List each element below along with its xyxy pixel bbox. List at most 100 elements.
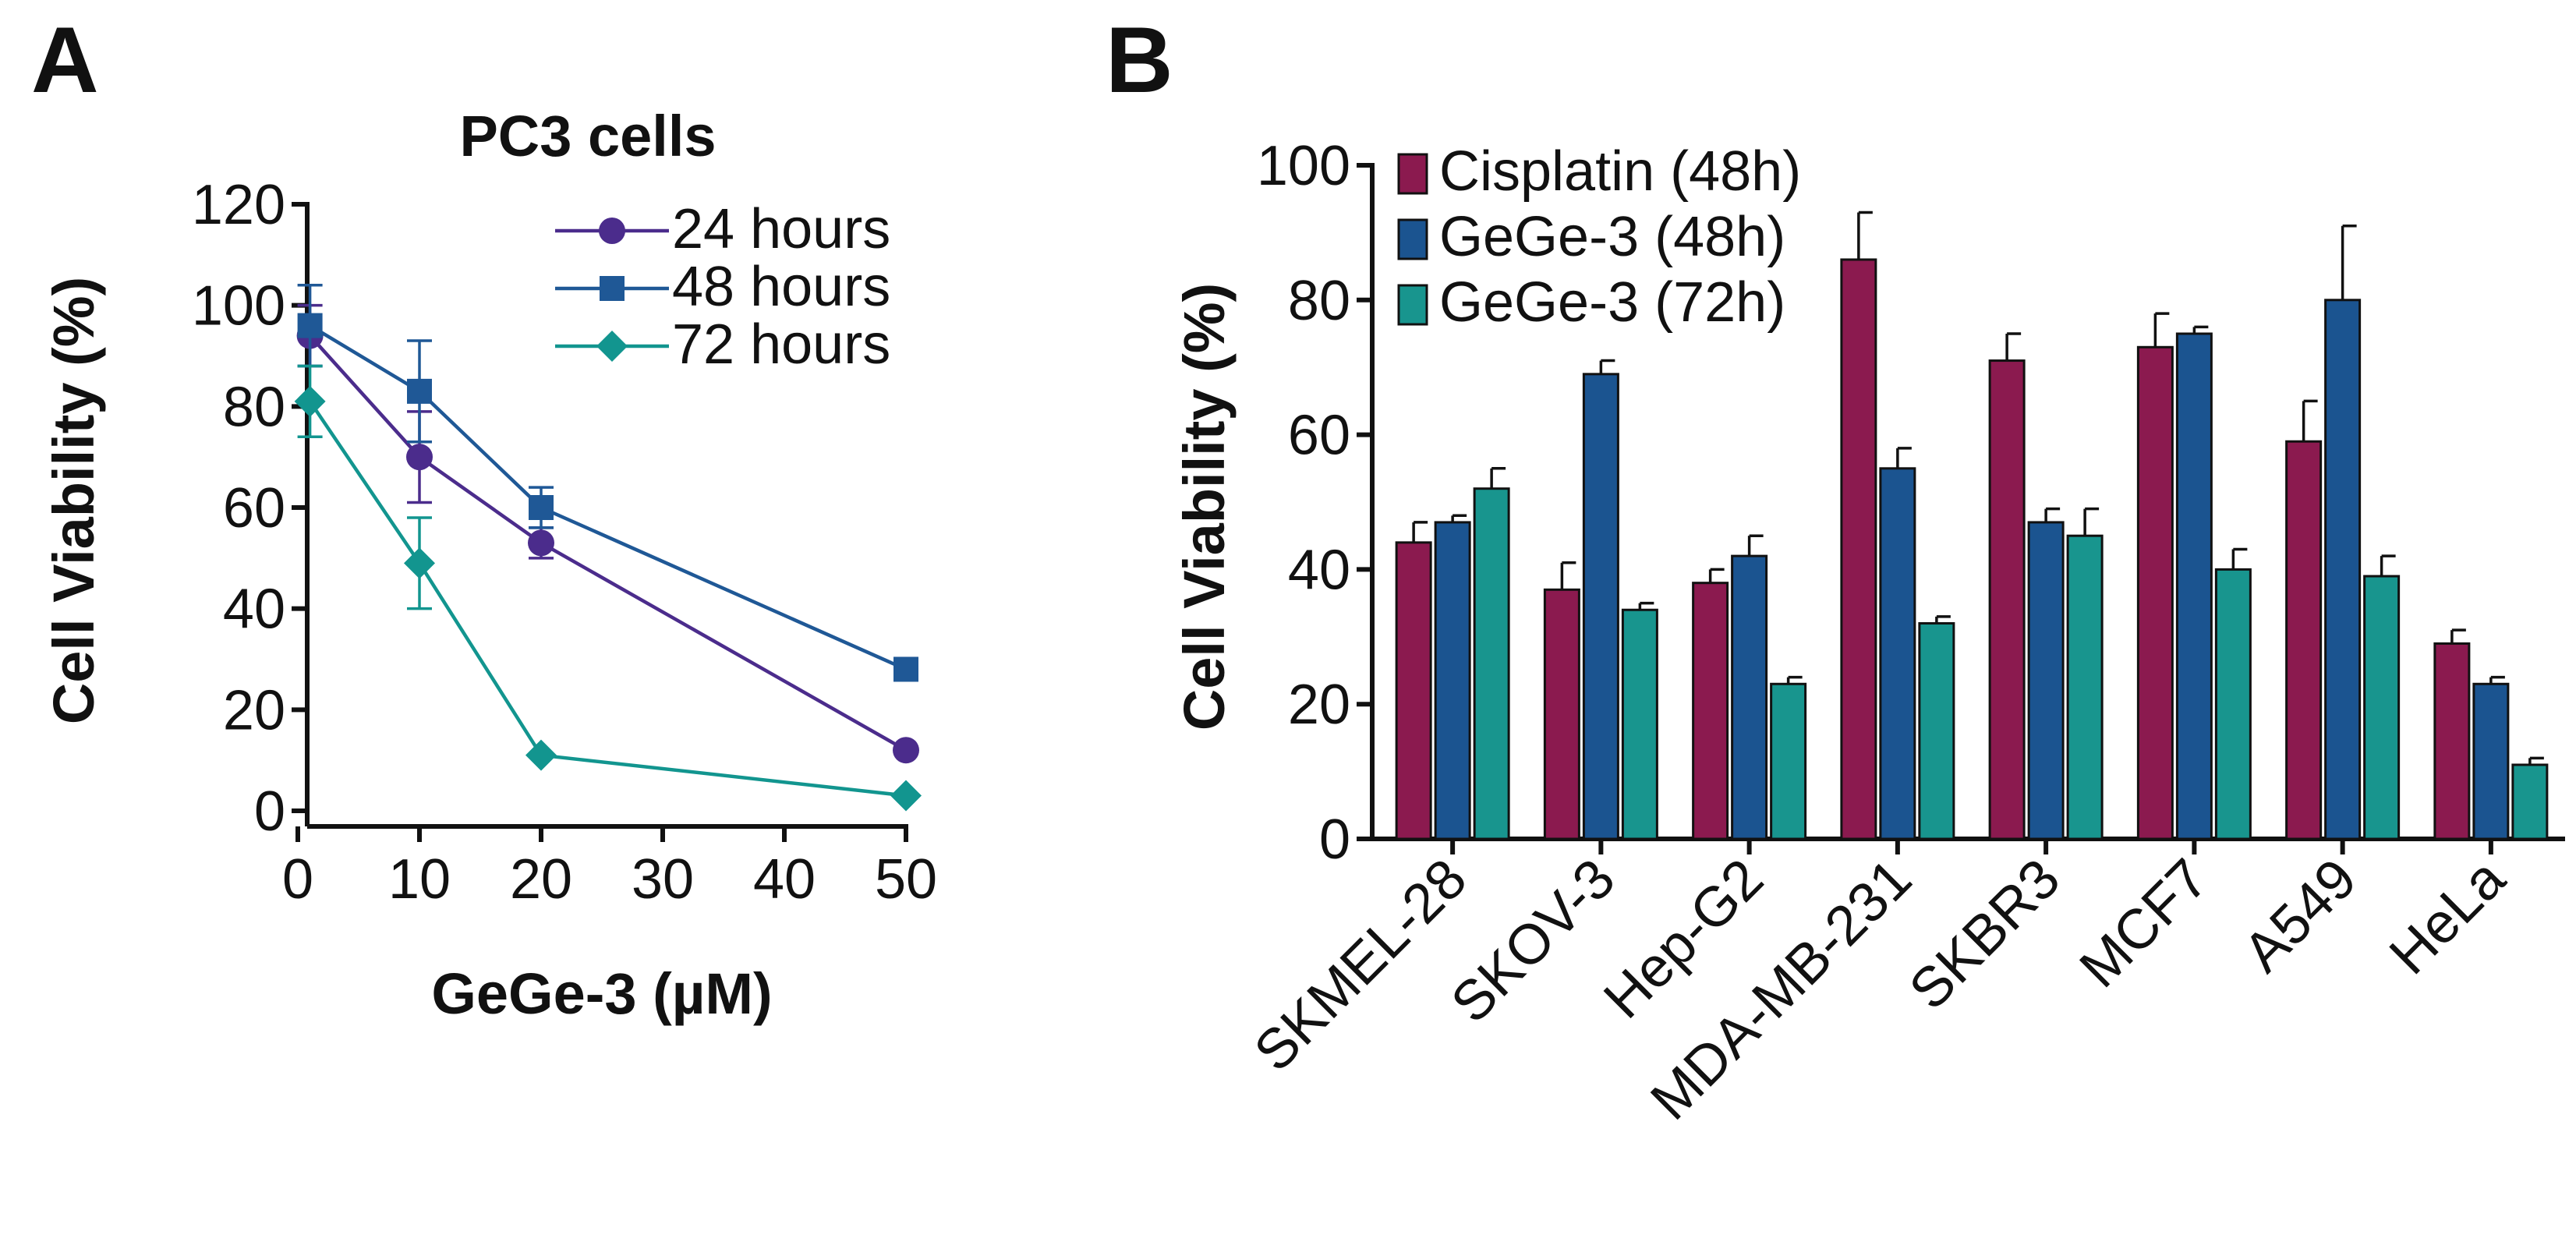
- chart-a-point: [294, 385, 326, 417]
- panel-b: B Cell Viability (%) 0 20 40 60 80 100 SKMEL-2…: [1106, 8, 2565, 1132]
- chart-b-bar: [1731, 554, 1768, 840]
- chart-a-y-tick-label: 0: [254, 780, 285, 843]
- chart-a-point: [404, 547, 435, 579]
- chart-b-legend-label: GeGe-3 (72h): [1439, 271, 1785, 334]
- chart-a-point: [407, 378, 432, 404]
- chart-b-bar: [2175, 332, 2213, 840]
- chart-b-group-6: [2136, 312, 2252, 840]
- chart-b-bar: [2363, 575, 2401, 840]
- panel-a: A PC3 cells Cell Viability (%) GeGe-3 (µ…: [31, 8, 937, 1026]
- chart-b-group-3: [1692, 534, 1807, 840]
- chart-b-legend-label: Cisplatin (48h): [1439, 140, 1801, 203]
- chart-b-y-tick-label: 60: [1288, 405, 1350, 467]
- chart-b-y-tick-label: 100: [1257, 135, 1350, 197]
- chart-b-group-5: [1988, 332, 2104, 840]
- chart-b-bar: [2027, 521, 2065, 840]
- chart-a-x-tick-label: 20: [510, 848, 572, 911]
- chart-a-legend-label: 72 hours: [672, 313, 890, 376]
- chart-a-legend-marker: [596, 331, 628, 362]
- chart-b-bar: [1770, 682, 1807, 840]
- chart-a-x-tick-label: 40: [753, 848, 816, 911]
- chart-b-bar: [2136, 345, 2174, 840]
- chart-b-bar: [1988, 359, 2026, 840]
- chart-b-bar: [1543, 588, 1580, 840]
- chart-a-ylabel: Cell Viability (%): [41, 277, 106, 724]
- chart-a-legend-item-2: 48 hours: [555, 256, 890, 318]
- chart-b-bars: [1395, 211, 2549, 840]
- chart-b-bar: [2066, 534, 2104, 840]
- panel-letter-b: B: [1106, 8, 1173, 112]
- chart-a-point: [893, 737, 919, 764]
- chart-b-x-tick-label: A549: [2231, 847, 2368, 984]
- chart-b-legend-label: GeGe-3 (48h): [1439, 206, 1785, 268]
- chart-b-legend-item-3: GeGe-3 (72h): [1397, 271, 1785, 334]
- chart-a-x-tick-label: 0: [282, 848, 313, 911]
- chart-a-point: [893, 656, 918, 682]
- chart-a-y-tick-label: 120: [192, 174, 285, 236]
- chart-b-x-tick-label: SKBR3: [1898, 847, 2072, 1022]
- chart-b-legend-swatch: [1397, 284, 1428, 326]
- chart-b-bar: [1840, 258, 1877, 840]
- chart-b-group-8: [2433, 628, 2549, 840]
- chart-a-xlabel: GeGe-3 (µM): [431, 961, 772, 1026]
- chart-b-y-tick-label: 20: [1288, 674, 1350, 736]
- chart-a-legend-marker: [600, 276, 625, 301]
- chart-b-bar: [1473, 487, 1510, 840]
- chart-b-bar: [1692, 582, 1729, 840]
- chart-b-group-4: [1840, 211, 1955, 840]
- chart-a-series: [294, 283, 922, 812]
- chart-b-legend-item-2: GeGe-3 (48h): [1397, 206, 1785, 268]
- chart-a-point: [406, 444, 433, 471]
- chart-b-group-7: [2285, 225, 2401, 840]
- chart-a-line-3: [308, 400, 907, 798]
- chart-b-x-tick-label: SKOV-3: [1439, 847, 1627, 1035]
- chart-b-bar: [1918, 622, 1955, 840]
- chart-b-legend-swatch: [1397, 153, 1428, 195]
- chart-a-point: [528, 529, 554, 557]
- chart-a-y-tick-label: 80: [223, 376, 285, 438]
- chart-a-x-tick-label: 10: [388, 848, 451, 911]
- chart-b-y-tick-label: 0: [1319, 808, 1350, 871]
- chart-a-legend-marker: [599, 218, 625, 244]
- chart-b-bar: [1434, 521, 1471, 840]
- chart-a-title: PC3 cells: [459, 104, 716, 168]
- chart-b-y-tick-label: 40: [1288, 539, 1350, 601]
- chart-a-series-1: [296, 303, 919, 764]
- chart-a-point: [297, 313, 323, 338]
- chart-b-bar: [2511, 763, 2549, 840]
- chart-a-point: [529, 495, 554, 520]
- chart-a-legend-item-1: 24 hours: [555, 198, 890, 260]
- chart-b-y-tick-label: 80: [1288, 270, 1350, 332]
- chart-b-x-tick-label: SKMEL-28: [1243, 847, 1479, 1084]
- chart-a-y-tick-label: 40: [223, 578, 285, 641]
- chart-a-x-tick-label: 30: [632, 848, 694, 911]
- chart-a-line-2: [309, 324, 907, 671]
- chart-a-series-3: [294, 364, 922, 812]
- chart-b-bar: [2285, 440, 2323, 840]
- chart-b-x-tick-label: MDA-MB-231: [1639, 847, 1923, 1132]
- chart-b-legend-item-1: Cisplatin (48h): [1397, 140, 1801, 203]
- chart-b-bar: [2214, 568, 2252, 840]
- chart-a-legend-label: 24 hours: [672, 198, 890, 260]
- panel-letter-a: A: [31, 8, 99, 112]
- chart-a-y-tick-label: 100: [192, 275, 285, 338]
- chart-a-y-tick-label: 60: [223, 477, 285, 540]
- chart-b-legend-swatch: [1397, 218, 1428, 260]
- chart-b-group-1: [1395, 467, 1510, 840]
- chart-a-point: [525, 739, 557, 771]
- chart-a-legend-item-3: 72 hours: [555, 313, 890, 376]
- chart-b-bar: [2433, 642, 2471, 840]
- chart-b-group-2: [1543, 359, 1658, 840]
- chart-b-bar: [1621, 608, 1658, 840]
- chart-a-x-tick-label: 50: [875, 848, 937, 911]
- chart-b-x-tick-label: MCF7: [2068, 847, 2220, 999]
- chart-b-bar: [1582, 373, 1619, 840]
- chart-b-legend: Cisplatin (48h)GeGe-3 (48h)GeGe-3 (72h): [1397, 140, 1801, 334]
- chart-a-point: [890, 780, 922, 812]
- chart-a-line-1: [308, 334, 908, 752]
- chart-b-bar: [1879, 467, 1916, 840]
- chart-b-bar: [1395, 541, 1432, 840]
- chart-b-ylabel: Cell Viability (%): [1172, 283, 1237, 731]
